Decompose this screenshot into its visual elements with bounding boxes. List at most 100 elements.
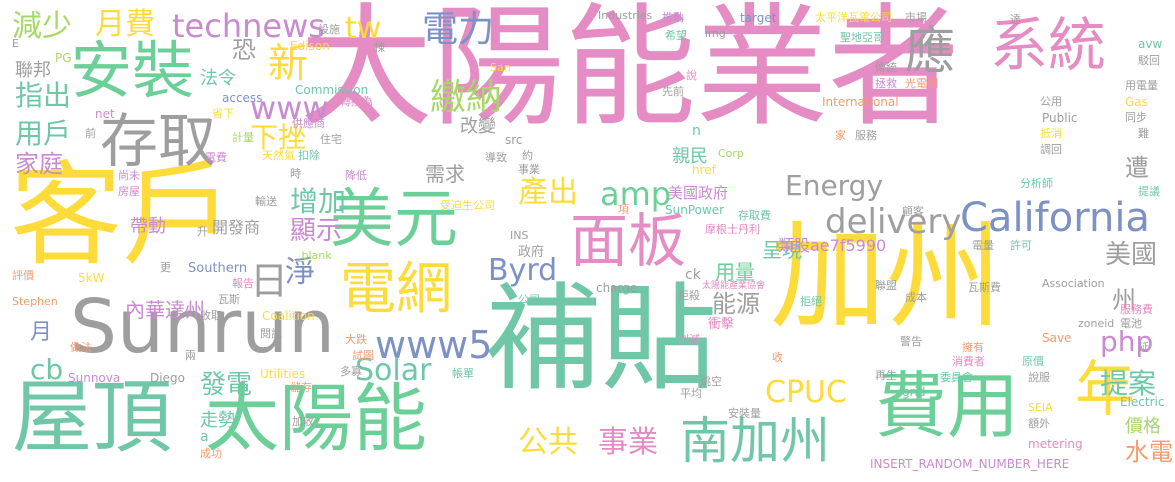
word-report: 報告 [232, 277, 254, 290]
word-california-en: California [960, 195, 1150, 241]
word-bill-fee: 電費 [205, 151, 227, 164]
word-lower: 降低 [345, 169, 367, 182]
word-sunpower: SunPower [665, 203, 725, 217]
word-diego: Diego [150, 371, 185, 385]
word-cb: cb [30, 353, 64, 386]
word-should: 應 [905, 22, 955, 80]
word-sun: 日 [250, 259, 289, 303]
word-hard: 難 [1138, 127, 1149, 140]
word-solar-en: Solar [355, 353, 432, 388]
word-own: 擁有 [962, 341, 984, 354]
word-refuse: 拒絕 [800, 295, 822, 308]
word-access-en: access [222, 91, 263, 105]
word-battery: 電池 [1120, 317, 1142, 330]
word-href: href [692, 163, 716, 177]
word-not-yet: 尚未 [118, 169, 140, 182]
word-edison-company: 受迫生公司 [440, 199, 495, 212]
word-public-en: Public [1042, 111, 1078, 125]
word-service: 服務 [855, 129, 877, 142]
word-stock-id: 類股ae7f5990 [778, 236, 887, 255]
word-customer: 客戶 [10, 151, 234, 281]
word-more: 更 [160, 261, 171, 274]
word-facility: 設施 [318, 23, 340, 36]
word-permit: 許可 [1010, 239, 1032, 252]
word-install: 安裝 [70, 34, 195, 107]
word-fear: 恐 [232, 36, 256, 64]
word-consumer: 消費者 [952, 355, 985, 368]
word-alliance: 聯盟 [875, 279, 897, 292]
word-consumption: 用電量 [1125, 79, 1158, 92]
word-home: 家 [835, 129, 846, 142]
word-utilities-zh: 水電 [1125, 438, 1173, 466]
word-san: San [490, 61, 511, 74]
word-delay: 延 [1138, 341, 1149, 354]
word-energy-zh: 能源 [712, 290, 760, 318]
word-amp: amp [600, 175, 672, 213]
word-reach: 達 [1010, 13, 1021, 26]
word-tw: tw [345, 11, 382, 46]
word-metering: metering [1028, 437, 1083, 451]
word-san-diego: 聖地亞哥 [840, 31, 884, 44]
word-front: 前 [85, 127, 96, 140]
word-plunge: 大跌 [345, 333, 367, 346]
word-sunnova: Sunnova [68, 371, 121, 385]
word-5kw: 5kW [78, 271, 105, 285]
word-change: 改變 [460, 116, 496, 137]
word-recall: 調回 [1040, 143, 1062, 156]
word-south-california: 南加州 [680, 412, 830, 470]
word-household: 家庭 [15, 150, 63, 178]
word-convert: 轉換為 [340, 95, 373, 108]
word-n: n [692, 123, 701, 139]
word-developer: 開發商 [212, 218, 261, 237]
word-tradition: 傳統 [875, 61, 897, 74]
word-coalition: Coalition [262, 309, 315, 323]
word-electricity: 電量 [972, 239, 994, 252]
word-energy: Energy [785, 169, 884, 202]
word-evaluate: 評價 [12, 269, 34, 282]
word-ins: INS [510, 229, 529, 242]
word-e: E [12, 37, 19, 50]
word-company: 公司 [518, 293, 540, 306]
word-ck: ck [685, 267, 701, 283]
word-access: 存取 [100, 107, 217, 175]
word-bill: 帳單 [452, 367, 474, 380]
word-subsidy: 補貼 [485, 272, 717, 407]
word-about: 約 [522, 149, 533, 162]
word-gas: Gas [1125, 95, 1148, 109]
word-persuade: 說服 [1028, 371, 1050, 384]
word-client: 顧客 [902, 205, 924, 218]
word-trend: 走勢 [200, 410, 236, 431]
word-src: src [505, 133, 523, 147]
word-target: target [740, 11, 777, 25]
word-renewable: 再生 [875, 369, 897, 382]
word-cut: 削減 [678, 333, 700, 346]
word-net-en: net [95, 107, 115, 121]
word-impact: 衝擊 [708, 317, 735, 332]
word-net: 淨 [285, 255, 315, 290]
word-user: 用戶 [15, 117, 72, 150]
word-gap: 跳空 [700, 375, 722, 388]
word-news: 閱訊 [260, 327, 282, 340]
word-nevada: 內華達州 [125, 298, 205, 322]
word-corp: Corp [718, 147, 744, 160]
word-government: 政府 [518, 245, 545, 260]
word-php: php [1100, 325, 1154, 358]
word-seia-zh: 太陽能產業協會 [702, 281, 766, 291]
word-avw: avw [1138, 37, 1163, 51]
word-insert-random: INSERT_RANDOM_NUMBER_HERE [870, 457, 1070, 471]
word-solar-industry: 太陽能業者 [300, 0, 960, 145]
word-point-out: 指出 [15, 79, 72, 112]
word-attempt: 試圖 [352, 349, 374, 362]
word-byrd: Byrd [488, 253, 558, 288]
word-demand: 需求 [425, 162, 465, 186]
word-surcharge: 加收 [292, 415, 314, 428]
word-grid: 電網 [340, 257, 452, 322]
word-industries: Industries [598, 9, 653, 22]
word-suffer: 遭 [1125, 154, 1149, 182]
word-charge: charge [596, 281, 638, 295]
word-proposal: 提案 [1100, 367, 1157, 400]
word-decline: 下挫 [250, 121, 307, 154]
word-www5: www5 [375, 323, 493, 367]
word-reject-kill: 拒殺 [678, 289, 700, 302]
word-building: 棟 [374, 41, 385, 54]
